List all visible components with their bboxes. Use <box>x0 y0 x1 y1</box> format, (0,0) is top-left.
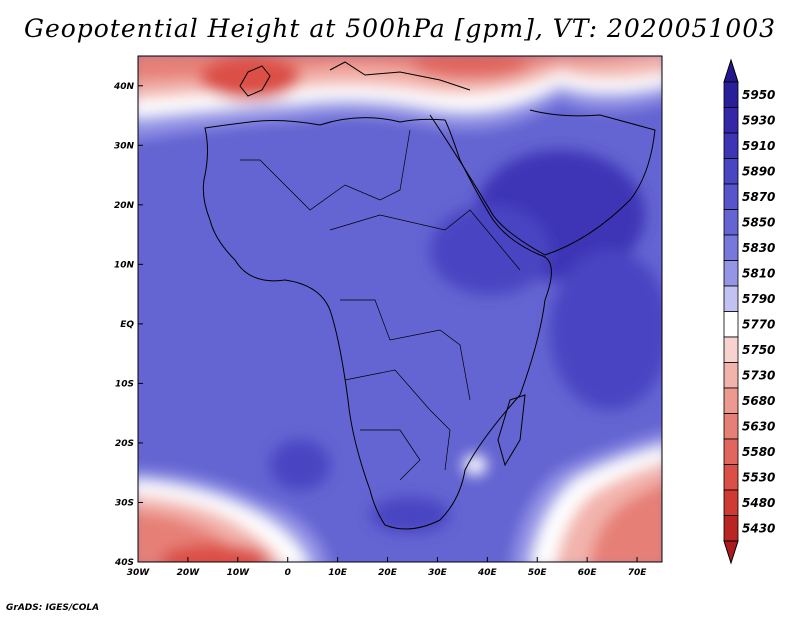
colorbar-label: 5750 <box>742 343 775 357</box>
colorbar-label: 5910 <box>742 139 775 153</box>
lon-tick-label: 0 <box>285 568 291 578</box>
colorbar-label: 5580 <box>742 445 775 459</box>
country-borders <box>240 129 521 481</box>
colorbar-label: 5870 <box>742 190 775 204</box>
lon-tick-label: 50E <box>528 568 548 578</box>
colorbar-swatch <box>723 107 739 134</box>
coastlines <box>202 61 656 530</box>
lon-tick-label: 20E <box>378 568 398 578</box>
colorbar-swatch <box>723 489 739 516</box>
lon-tick-label: 10E <box>328 568 348 578</box>
colorbar-label: 5770 <box>742 317 775 331</box>
colorbar-label: 5950 <box>742 88 775 102</box>
lat-tick-label: 40S <box>114 558 134 568</box>
lat-tick-label: 30S <box>115 498 134 508</box>
colorbar-label: 5530 <box>742 470 775 484</box>
lon-tick-label: 30W <box>127 568 151 578</box>
lat-tick-label: 40N <box>113 82 135 92</box>
lon-tick-label: 70E <box>628 568 648 578</box>
colorbar: 5950 5930 5910 5890 5870 5850 5830 5810 5790 5770… <box>723 58 775 565</box>
colorbar-swatch <box>723 387 739 414</box>
height-field <box>138 56 662 562</box>
lon-tick-label: 40E <box>477 568 498 578</box>
colorbar-swatch <box>723 132 739 159</box>
colorbar-label: 5730 <box>742 368 775 382</box>
colorbar-swatch <box>723 81 739 108</box>
lat-tick-label: 20S <box>115 439 134 449</box>
colorbar-swatch <box>723 209 739 236</box>
lon-tick-label: 30E <box>428 568 448 578</box>
colorbar-label: 5480 <box>742 496 775 510</box>
lat-tick-label: 30N <box>114 141 135 151</box>
colorbar-swatch <box>723 464 739 491</box>
colorbar-swatch <box>723 234 739 261</box>
colorbar-swatch <box>723 336 739 363</box>
colorbar-bottom-triangle <box>723 540 739 565</box>
lat-tick-label: 10N <box>114 260 135 270</box>
latitude-axis: 40N 30N 20N 10N EQ 10S 20S 30S 40S <box>113 82 143 568</box>
colorbar-label: 5680 <box>742 394 775 408</box>
colorbar-swatch <box>723 260 739 287</box>
lon-tick-label: 10W <box>227 568 251 578</box>
colorbar-swatch <box>723 311 739 338</box>
lat-tick-label: 20N <box>114 201 135 211</box>
colorbar-label: 5850 <box>742 215 775 229</box>
colorbar-swatch <box>723 515 739 542</box>
colorbar-swatch <box>723 158 739 185</box>
lon-tick-label: 20W <box>177 568 201 578</box>
plot-frame <box>137 55 663 563</box>
colorbar-swatch <box>723 413 739 440</box>
colorbar-label: 5930 <box>742 113 775 127</box>
colorbar-swatch <box>723 285 739 312</box>
lat-tick-label: 10S <box>115 379 134 389</box>
colorbar-label: 5830 <box>742 241 775 255</box>
colorbar-swatch <box>723 183 739 210</box>
credit-text: GrADS: IGES/COLA <box>6 603 100 613</box>
colorbar-label: 5430 <box>742 521 775 535</box>
colorbar-top-triangle <box>723 58 739 83</box>
chart-title: Geopotential Height at 500hPa [gpm], VT:… <box>23 14 777 43</box>
colorbar-label: 5790 <box>742 292 775 306</box>
lat-tick-label: EQ <box>120 320 134 330</box>
longitude-axis: 30W 20W 10W 0 10E 20E 30E 40E 50E 60E 70E <box>127 557 647 578</box>
colorbar-label: 5810 <box>742 266 775 280</box>
colorbar-swatch <box>723 438 739 465</box>
colorbar-label: 5630 <box>742 419 775 433</box>
colorbar-label: 5890 <box>742 164 775 178</box>
lon-tick-label: 60E <box>578 568 598 578</box>
colorbar-swatch <box>723 362 739 389</box>
